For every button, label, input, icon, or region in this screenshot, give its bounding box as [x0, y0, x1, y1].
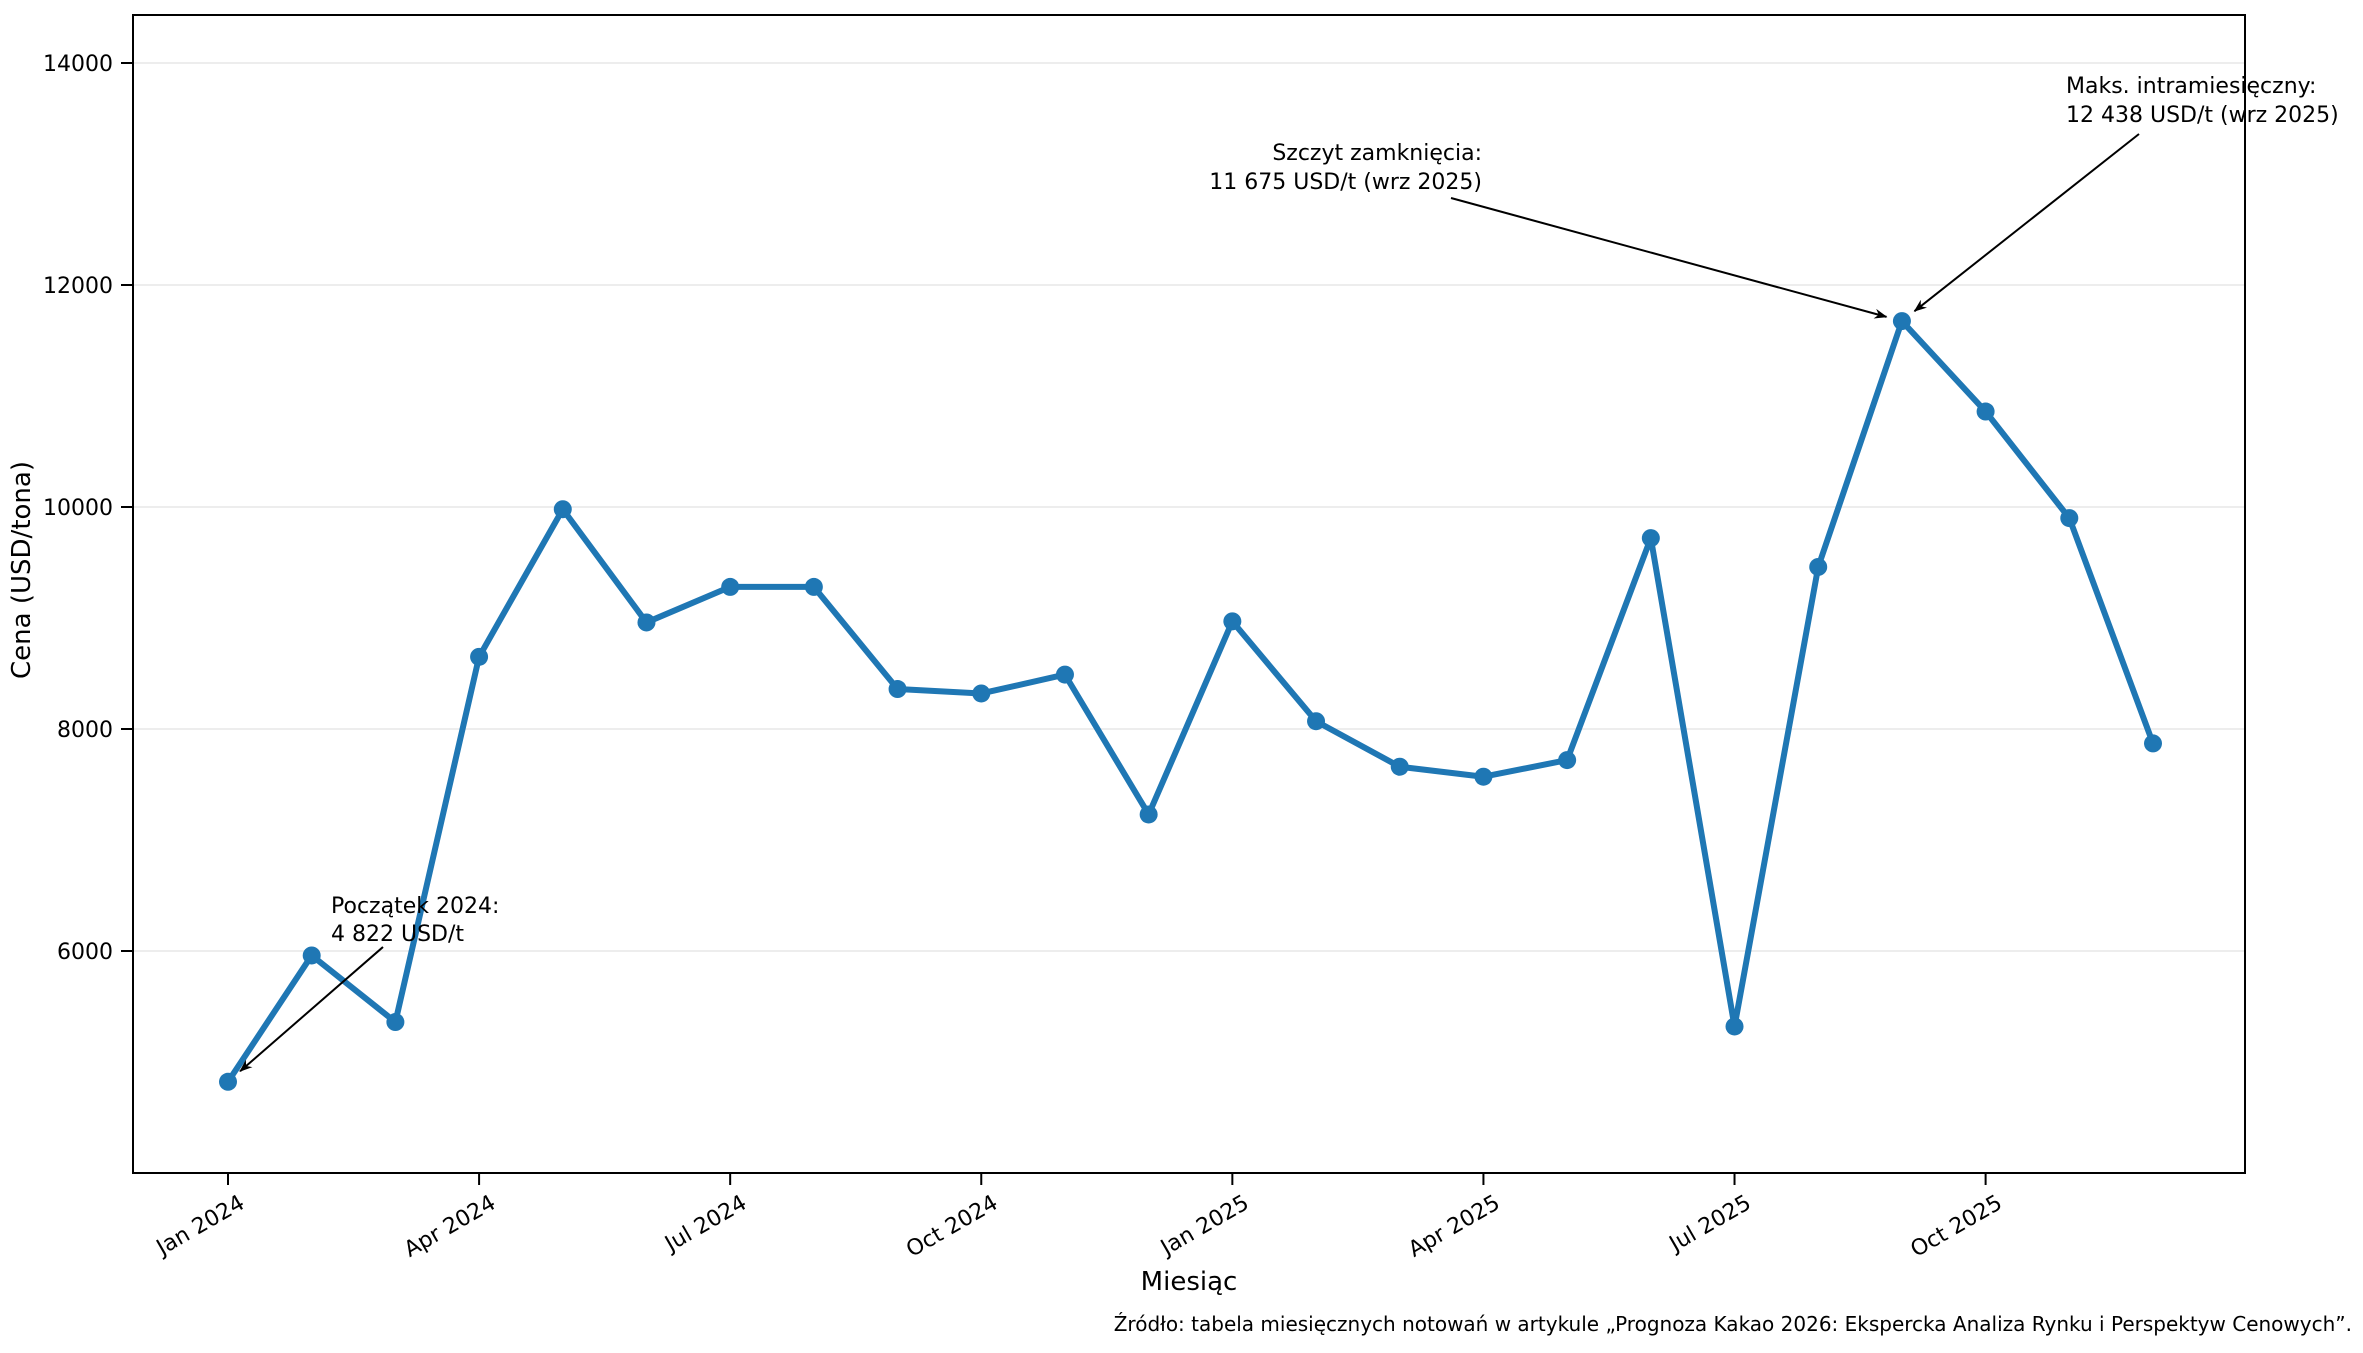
annotation-start-2024-line1: Początek 2024:: [331, 894, 499, 919]
y-tick-label: 6000: [57, 940, 113, 965]
x-tick-label: Apr 2024: [400, 1191, 500, 1263]
data-point-marker: [1139, 805, 1158, 824]
data-point-marker: [1976, 402, 1995, 421]
annotation-intramonth-max-line2: 12 438 USD/t (wrz 2025): [2066, 103, 2339, 128]
data-point-marker: [804, 577, 823, 596]
price-line: [225, 318, 2156, 1085]
y-tick-label: 10000: [43, 496, 113, 521]
annotation-arrow: [1450, 197, 1888, 319]
annotation-arrow: [1913, 133, 2140, 312]
data-point-marker: [1641, 529, 1660, 548]
data-point-marker: [721, 577, 740, 596]
annotation-start-2024-line2: 4 822 USD/t: [331, 922, 464, 947]
gridlines-layer: [133, 62, 2245, 952]
data-point-marker: [1307, 712, 1326, 731]
y-axis-title: Cena (USD/tona): [7, 461, 37, 679]
x-tick-label: Apr 2025: [1404, 1191, 1504, 1263]
data-point-marker: [637, 613, 656, 632]
data-point-marker: [1725, 1017, 1744, 1036]
y-tick-label: 12000: [43, 274, 113, 299]
data-point-marker: [888, 680, 907, 699]
x-tick-label: Jan 2024: [151, 1191, 249, 1262]
annotation-arrows-layer: [239, 133, 2140, 1073]
data-point-marker: [386, 1013, 405, 1032]
annotation-intramonth-max-line1: Maks. intramiesięczny:: [2066, 74, 2316, 99]
data-point-marker: [972, 684, 991, 703]
data-point-marker: [1558, 751, 1577, 770]
data-point-marker: [1223, 612, 1242, 631]
x-axis-title: Miesiąc: [1141, 1267, 1238, 1297]
axes-layer: 6000 8000 10000 12000 14000 Jan 2024 Apr 2024 J…: [43, 14, 2246, 1263]
data-point-marker: [1892, 312, 1911, 331]
data-point-marker: [1055, 665, 1074, 684]
annotation-arrow: [239, 946, 384, 1073]
data-point-marker: [470, 647, 489, 666]
x-tick-label: Oct 2025: [1907, 1191, 2007, 1263]
x-tick-label: Jul 2024: [659, 1191, 751, 1258]
data-point-marker: [1474, 767, 1493, 786]
data-point-marker: [2144, 734, 2162, 753]
y-tick-label: 14000: [43, 52, 113, 77]
series-layer: [219, 312, 2162, 1091]
data-point-marker: [2060, 509, 2079, 528]
annotation-close-peak-line2: 11 675 USD/t (wrz 2025): [1209, 170, 1482, 195]
data-point-marker: [553, 500, 572, 519]
data-point-marker: [219, 1072, 237, 1091]
data-point-marker: [1809, 557, 1828, 576]
x-tick-label: Jul 2025: [1664, 1191, 1756, 1258]
annotation-close-peak-line1: Szczyt zamknięcia:: [1272, 141, 1482, 166]
data-point-marker: [302, 946, 321, 965]
plot-border: [132, 14, 2246, 1174]
source-note: Źródło: tabela miesięcznych notowań w ar…: [1114, 1312, 2352, 1336]
x-tick-label: Oct 2024: [902, 1191, 1002, 1263]
data-point-marker: [1390, 757, 1409, 776]
y-tick-label: 8000: [57, 718, 113, 743]
x-tick-label: Jan 2025: [1155, 1191, 1253, 1262]
